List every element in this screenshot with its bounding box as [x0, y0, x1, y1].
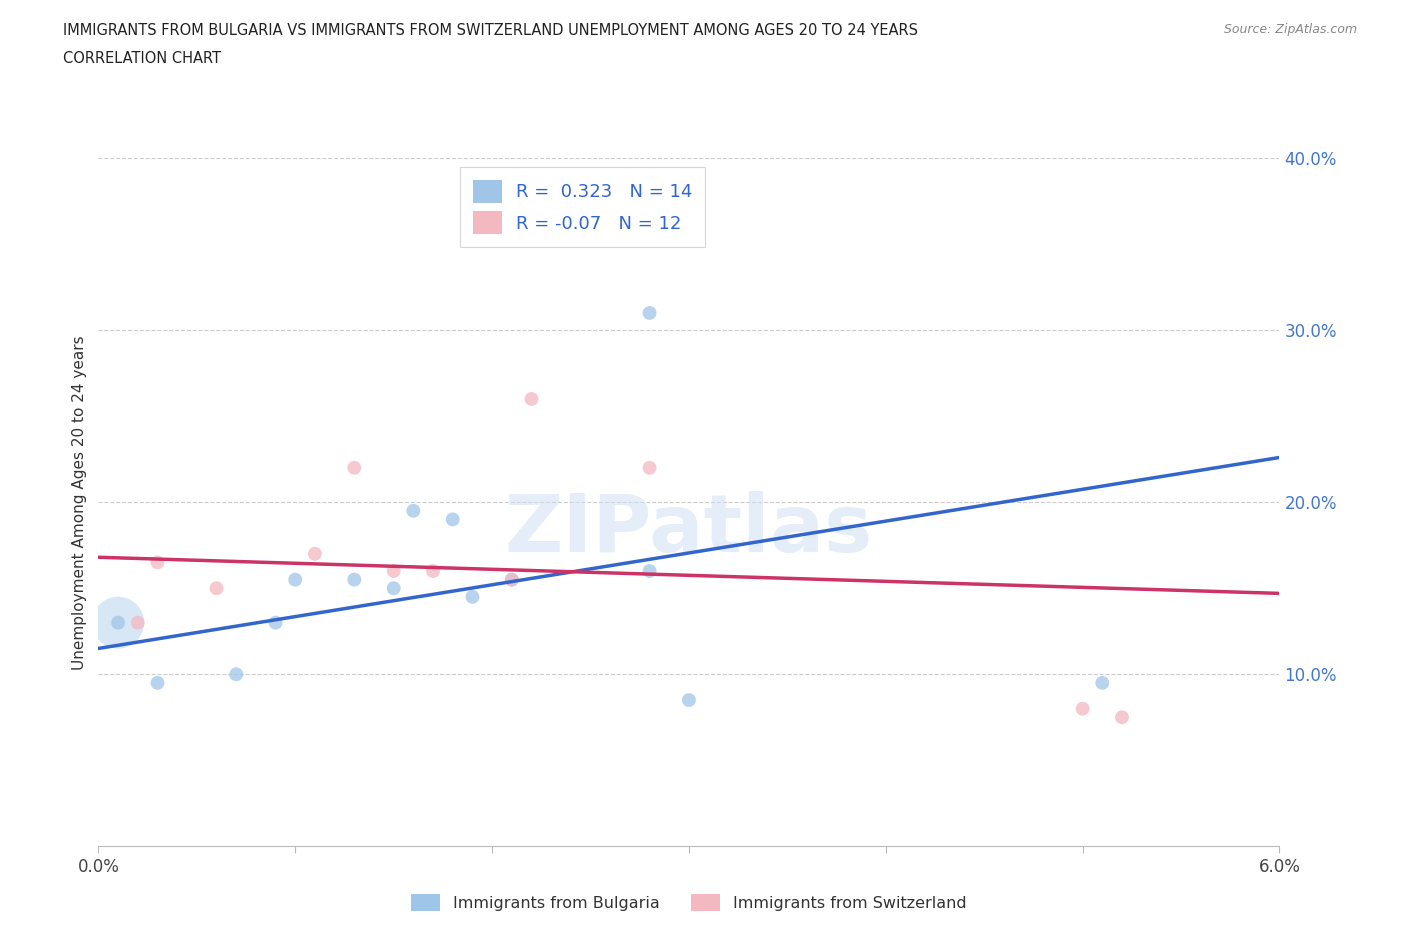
Point — [146, 555, 169, 570]
Point — [638, 305, 661, 320]
Point — [343, 460, 366, 475]
Point — [107, 616, 129, 631]
Point — [225, 667, 247, 682]
Text: ZIPatlas: ZIPatlas — [505, 491, 873, 569]
Point — [1091, 675, 1114, 690]
Point — [146, 675, 169, 690]
Point — [1071, 701, 1094, 716]
Text: Source: ZipAtlas.com: Source: ZipAtlas.com — [1223, 23, 1357, 36]
Point — [343, 572, 366, 587]
Point — [501, 572, 523, 587]
Legend: Immigrants from Bulgaria, Immigrants from Switzerland: Immigrants from Bulgaria, Immigrants fro… — [405, 887, 973, 918]
Point — [638, 460, 661, 475]
Point — [441, 512, 464, 527]
Text: CORRELATION CHART: CORRELATION CHART — [63, 51, 221, 66]
Point — [402, 503, 425, 518]
Point — [205, 580, 228, 596]
Point — [284, 572, 307, 587]
Point — [304, 547, 326, 562]
Text: IMMIGRANTS FROM BULGARIA VS IMMIGRANTS FROM SWITZERLAND UNEMPLOYMENT AMONG AGES : IMMIGRANTS FROM BULGARIA VS IMMIGRANTS F… — [63, 23, 918, 38]
Y-axis label: Unemployment Among Ages 20 to 24 years: Unemployment Among Ages 20 to 24 years — [72, 335, 87, 670]
Point — [461, 590, 484, 604]
Point — [501, 572, 523, 587]
Point — [382, 564, 405, 578]
Point — [127, 616, 149, 631]
Point — [520, 392, 543, 406]
Point — [422, 564, 444, 578]
Point — [1111, 710, 1133, 724]
Point — [107, 616, 129, 631]
Point — [264, 616, 287, 631]
Point — [678, 693, 700, 708]
Point — [382, 580, 405, 596]
Point — [638, 564, 661, 578]
